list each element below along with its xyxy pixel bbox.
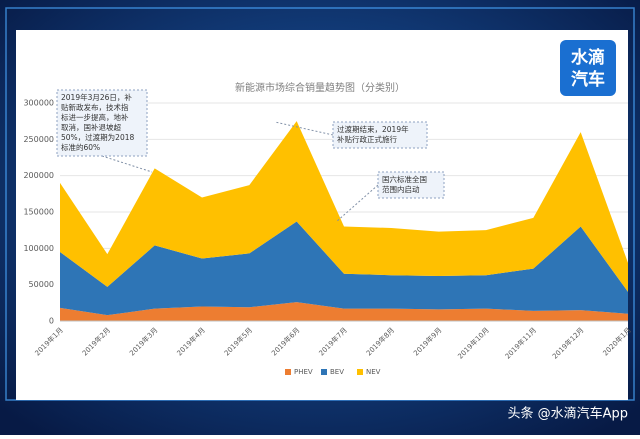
annotation-text: 过渡期结束，2019年 <box>337 124 409 134</box>
annotation-text: 标准的60% <box>61 142 100 152</box>
annotation-leader <box>274 121 334 136</box>
legend-swatch <box>321 369 327 375</box>
annotation-text: 范围内启动 <box>382 184 420 194</box>
annotation-text: 2019年3月26日，补 <box>61 92 132 102</box>
area <box>60 221 628 316</box>
annotation-text: 补贴行政正式施行 <box>337 134 397 144</box>
legend-swatch <box>357 369 363 375</box>
y-tick-label: 150000 <box>23 208 54 217</box>
y-tick-label: 250000 <box>23 135 54 144</box>
y-tick-label: 0 <box>49 317 54 326</box>
area <box>60 302 628 321</box>
y-tick-label: 200000 <box>23 171 54 180</box>
y-tick-label: 50000 <box>29 280 54 289</box>
annotation-leader <box>101 155 153 173</box>
legend-label: BEV <box>330 368 344 376</box>
y-tick-label: 100000 <box>23 244 54 253</box>
chart-title: 新能源市场综合销量趋势图（分类别） <box>235 81 405 94</box>
annotation-box <box>377 171 445 199</box>
logo-text: 水滴 <box>571 47 605 68</box>
annotation-text: 标进一步提高，地补 <box>61 112 129 122</box>
logo-box <box>560 40 616 96</box>
area <box>60 121 628 292</box>
logo-text: 汽车 <box>571 69 605 90</box>
watermark: 头条 @水滴汽车App <box>507 406 628 422</box>
legend-label: PHEV <box>294 368 313 376</box>
annotation-text: 国六标准全国 <box>382 174 427 184</box>
annotation-text: 贴新政发布，技术指 <box>61 102 129 112</box>
legend-swatch <box>285 369 291 375</box>
annotation-text: 取消，国补退坡超 <box>61 122 121 132</box>
y-tick-label: 300000 <box>23 99 54 108</box>
annotation-text: 50%，过渡期为2018 <box>61 132 134 142</box>
annotation-box <box>56 89 148 157</box>
annotation-box <box>332 121 428 149</box>
legend-label: NEV <box>366 368 381 376</box>
annotation-leader <box>335 184 379 223</box>
